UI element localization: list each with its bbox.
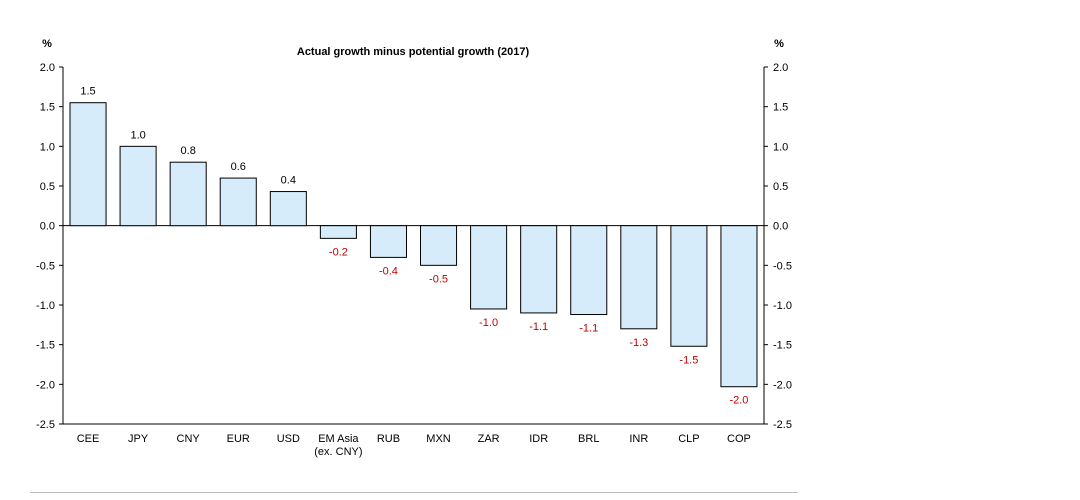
right-tick-label: 0.5 xyxy=(773,181,788,193)
data-label: -0.5 xyxy=(429,273,448,285)
bar xyxy=(269,191,307,227)
data-label: 1.0 xyxy=(130,129,145,141)
right-tick-label: -2.5 xyxy=(773,419,792,431)
category-labels: CEE JPY CNY EUR USD EM Asia(ex. CNY) RUB MXN ZAR… xyxy=(77,433,751,458)
data-label: -1.5 xyxy=(679,354,698,366)
category-label: MXN xyxy=(426,433,451,445)
left-axis-unit: % xyxy=(42,38,52,50)
data-label: -0.4 xyxy=(379,265,398,277)
category-label: INR xyxy=(629,433,648,445)
left-tick-label: 1.5 xyxy=(40,102,55,114)
bar xyxy=(520,225,558,314)
category-label: IDR xyxy=(529,433,548,445)
data-label: -1.1 xyxy=(579,323,598,335)
bar xyxy=(470,225,508,310)
left-tick-label: 2.0 xyxy=(40,62,55,74)
left-tick-label: 0.5 xyxy=(40,181,55,193)
category-label: (ex. CNY) xyxy=(314,446,362,458)
bar xyxy=(420,225,458,266)
bar xyxy=(119,145,157,227)
data-labels: 1.5 1.0 0.8 0.6 0.4 -0.2 -0.4 -0.5 -1.0 -1.1 -1.1 -… xyxy=(80,86,748,407)
category-label: BRL xyxy=(578,433,599,445)
category-label: JPY xyxy=(128,433,149,445)
category-label: EM Asia xyxy=(318,433,359,445)
category-label: CNY xyxy=(177,433,201,445)
bar xyxy=(670,225,708,347)
category-label: RUB xyxy=(377,433,400,445)
right-tick-label: 2.0 xyxy=(773,62,788,74)
data-label: 0.4 xyxy=(281,175,296,187)
category-label: CEE xyxy=(77,433,100,445)
chart-title: Actual growth minus potential growth (20… xyxy=(297,46,530,58)
category-label: ZAR xyxy=(478,433,500,445)
right-tick-label: 1.5 xyxy=(773,102,788,114)
data-label: -1.3 xyxy=(629,337,648,349)
bar xyxy=(219,177,257,227)
left-tick-label: -2.0 xyxy=(36,379,55,391)
bar xyxy=(369,225,407,258)
category-label: CLP xyxy=(678,433,699,445)
left-tick-label: 1.0 xyxy=(40,141,55,153)
category-label: EUR xyxy=(227,433,250,445)
data-label: 0.8 xyxy=(181,145,196,157)
right-tick-label: -1.0 xyxy=(773,300,792,312)
right-tick-label: 0.0 xyxy=(773,221,788,233)
right-axis-unit: % xyxy=(774,38,784,50)
left-tick-label: -0.5 xyxy=(36,260,55,272)
category-label: USD xyxy=(277,433,300,445)
right-tick-label: -0.5 xyxy=(773,260,792,272)
left-tick-label: -2.5 xyxy=(36,419,55,431)
right-tick-label: 1.0 xyxy=(773,141,788,153)
footer-divider xyxy=(30,492,798,493)
data-label: -1.0 xyxy=(479,317,498,329)
data-label: -2.0 xyxy=(729,395,748,407)
right-tick-label: -2.0 xyxy=(773,379,792,391)
axes: 2.0 2.0 1.5 1.5 1.0 1.0 0.5 0.5 0.0 0.0 -0.5 -0.5 -1… xyxy=(36,62,792,431)
bar xyxy=(69,102,107,227)
bar xyxy=(169,161,207,227)
left-tick-label: -1.5 xyxy=(36,340,55,352)
data-label: 1.5 xyxy=(80,86,95,98)
right-tick-label: -1.5 xyxy=(773,340,792,352)
bar xyxy=(720,225,758,388)
category-label: COP xyxy=(727,433,751,445)
data-label: -1.1 xyxy=(529,321,548,333)
data-label: -0.2 xyxy=(329,246,348,258)
bar xyxy=(319,225,357,239)
data-label: 0.6 xyxy=(231,161,246,173)
bar xyxy=(570,225,608,316)
left-tick-label: 0.0 xyxy=(40,221,55,233)
bars xyxy=(69,102,758,388)
bar xyxy=(620,225,658,330)
left-tick-label: -1.0 xyxy=(36,300,55,312)
